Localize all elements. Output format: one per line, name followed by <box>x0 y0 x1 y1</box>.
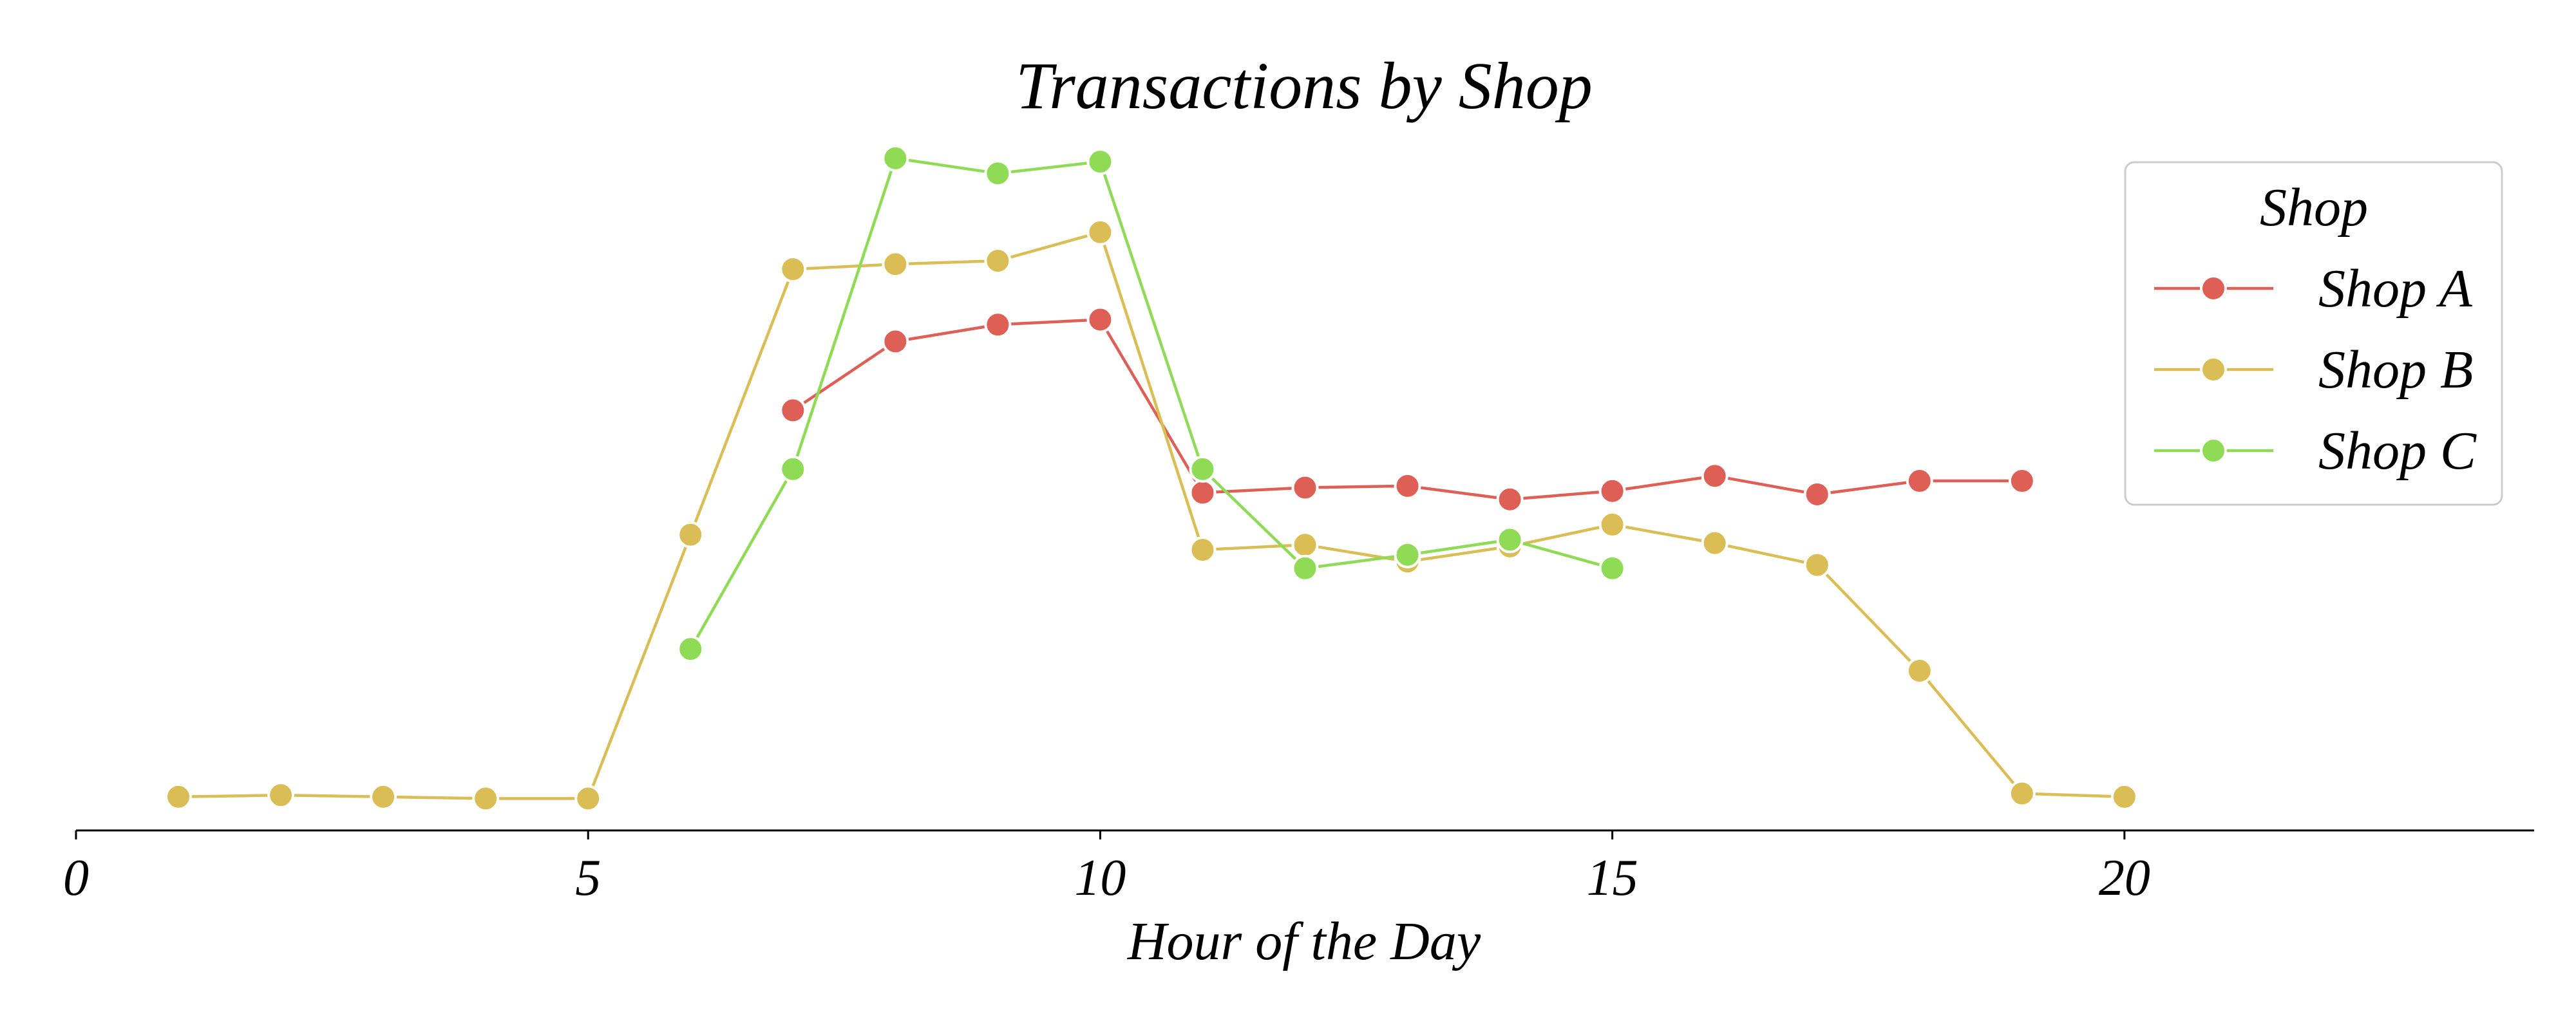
chart-title: Transactions by Shop <box>1016 49 1593 123</box>
series-group <box>165 144 2138 812</box>
data-point <box>677 521 705 548</box>
series-line <box>689 156 1613 650</box>
data-point <box>1291 531 1319 559</box>
data-point <box>984 247 1012 275</box>
plot-area: 0 5 10 15 20 <box>63 144 2534 906</box>
data-point <box>677 635 705 663</box>
data-point <box>267 782 295 809</box>
data-point <box>1598 554 1626 582</box>
x-tick-label: 20 <box>2099 850 2150 906</box>
series-line <box>792 318 2022 501</box>
legend-marker <box>2200 275 2227 302</box>
data-point <box>1598 477 1626 505</box>
data-point <box>165 783 193 810</box>
legend-marker <box>2200 356 2227 383</box>
data-point <box>370 783 397 810</box>
x-tick-label: 10 <box>1074 850 1126 906</box>
legend-items: Shop A Shop B Shop C <box>2154 259 2477 481</box>
data-point <box>779 256 807 283</box>
series-line <box>178 230 2125 800</box>
data-point <box>1394 472 1421 500</box>
data-point <box>472 785 500 812</box>
data-point <box>1701 462 1728 490</box>
legend-label: Shop C <box>2318 421 2477 481</box>
data-point <box>574 785 602 812</box>
x-tick-label: 15 <box>1587 850 1638 906</box>
data-point <box>1803 551 1831 579</box>
data-point <box>1291 474 1319 501</box>
x-tick-label: 5 <box>575 850 601 906</box>
data-point <box>779 397 807 424</box>
data-point <box>984 311 1012 339</box>
data-point <box>779 455 807 483</box>
data-point <box>1803 480 1831 508</box>
data-point <box>1086 218 1114 246</box>
legend-item: Shop C <box>2154 421 2477 481</box>
legend-label: Shop A <box>2318 259 2472 319</box>
series-shop-c <box>677 144 1626 663</box>
data-point <box>1394 541 1421 568</box>
data-point <box>1906 657 1933 685</box>
data-point <box>1189 455 1217 483</box>
x-ticks: 0 5 10 15 20 <box>63 830 2150 906</box>
data-point <box>1189 479 1217 507</box>
data-point <box>882 328 909 355</box>
data-point <box>1906 467 1933 495</box>
data-point <box>882 144 909 172</box>
legend-item: Shop A <box>2154 259 2472 319</box>
series-shop-a <box>779 306 2036 513</box>
data-point <box>1189 536 1217 564</box>
data-point <box>1086 306 1114 333</box>
data-point <box>2110 783 2138 810</box>
legend-marker <box>2200 437 2227 464</box>
legend-title: Shop <box>2260 178 2368 238</box>
legend-label: Shop B <box>2318 340 2473 400</box>
data-point <box>1291 554 1319 582</box>
data-point <box>1598 510 1626 538</box>
data-point <box>1496 485 1524 513</box>
series-shop-b <box>165 218 2138 812</box>
legend-frame <box>2124 161 2503 506</box>
x-tick-label: 0 <box>63 850 89 906</box>
data-point <box>1701 529 1728 557</box>
legend: Shop Shop A Shop B Shop C <box>2124 161 2503 506</box>
data-point <box>1496 526 1524 554</box>
data-point <box>984 160 1012 187</box>
data-point <box>2008 780 2036 807</box>
data-point <box>1086 148 1114 176</box>
x-axis-label: Hour of the Day <box>1127 912 1481 971</box>
legend-item: Shop B <box>2154 340 2473 400</box>
data-point <box>882 250 909 278</box>
data-point <box>2008 467 2036 495</box>
